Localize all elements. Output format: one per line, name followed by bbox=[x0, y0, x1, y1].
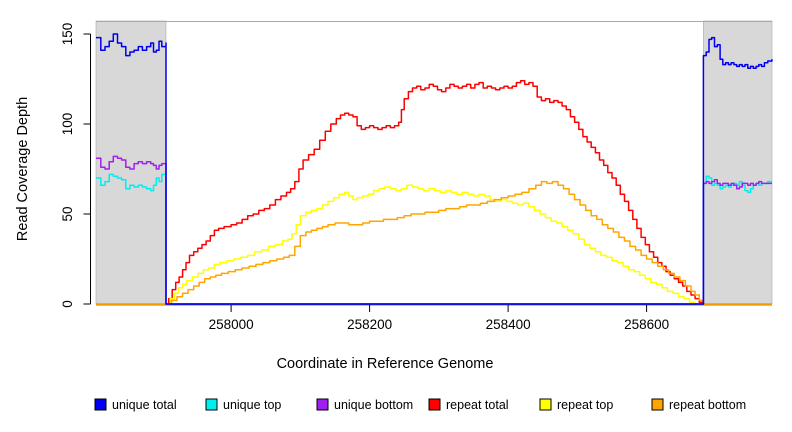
x-tick-label: 258600 bbox=[624, 317, 669, 332]
legend-label-repeat-bottom: repeat bottom bbox=[669, 398, 746, 412]
legend: unique total unique top unique bottom repea… bbox=[94, 398, 746, 412]
y-axis-title: Read Coverage Depth bbox=[15, 97, 31, 241]
legend-label-repeat-total: repeat total bbox=[446, 398, 509, 412]
x-tick-label: 258000 bbox=[209, 317, 254, 332]
y-tick-label: 0 bbox=[60, 300, 75, 308]
x-tick-label: 258400 bbox=[486, 317, 531, 332]
shaded-regions-group bbox=[95, 20, 773, 305]
series-lines-group bbox=[96, 33, 773, 305]
series-line-repeat-total bbox=[96, 80, 772, 305]
legend-item-unique-top: unique top bbox=[205, 398, 281, 412]
legend-swatch-repeat-top bbox=[539, 398, 552, 411]
x-tick-label: 258200 bbox=[347, 317, 392, 332]
legend-swatch-unique-top bbox=[205, 398, 218, 411]
shaded-region-right bbox=[703, 20, 773, 305]
legend-item-unique-bottom: unique bottom bbox=[316, 398, 413, 412]
legend-label-unique-bottom: unique bottom bbox=[334, 398, 413, 412]
series-line-repeat-bottom bbox=[96, 180, 772, 305]
x-axis-title: Coordinate in Reference Genome bbox=[277, 356, 494, 372]
legend-swatch-unique-total bbox=[94, 398, 107, 411]
legend-label-repeat-top: repeat top bbox=[557, 398, 613, 412]
legend-item-repeat-top: repeat top bbox=[539, 398, 613, 412]
series-line-unique-total bbox=[96, 33, 773, 305]
series-line-repeat-top bbox=[96, 184, 772, 305]
legend-label-unique-total: unique total bbox=[112, 398, 177, 412]
legend-swatch-repeat-total bbox=[428, 398, 441, 411]
series-line-unique-bottom bbox=[96, 155, 772, 305]
legend-swatch-repeat-bottom bbox=[651, 398, 664, 411]
y-tick-label: 50 bbox=[60, 206, 75, 221]
shaded-region-left bbox=[95, 20, 167, 305]
legend-item-repeat-bottom: repeat bottom bbox=[651, 398, 746, 412]
y-tick-label: 150 bbox=[60, 23, 75, 46]
y-tick-label: 100 bbox=[60, 113, 75, 136]
legend-swatch-unique-bottom bbox=[316, 398, 329, 411]
series-line-unique-top bbox=[96, 171, 772, 305]
legend-item-repeat-total: repeat total bbox=[428, 398, 509, 412]
legend-item-unique-total: unique total bbox=[94, 398, 177, 412]
legend-label-unique-top: unique top bbox=[223, 398, 281, 412]
axes-group: 258000 258200 258400 258600 0 50 100 150 bbox=[60, 23, 772, 332]
